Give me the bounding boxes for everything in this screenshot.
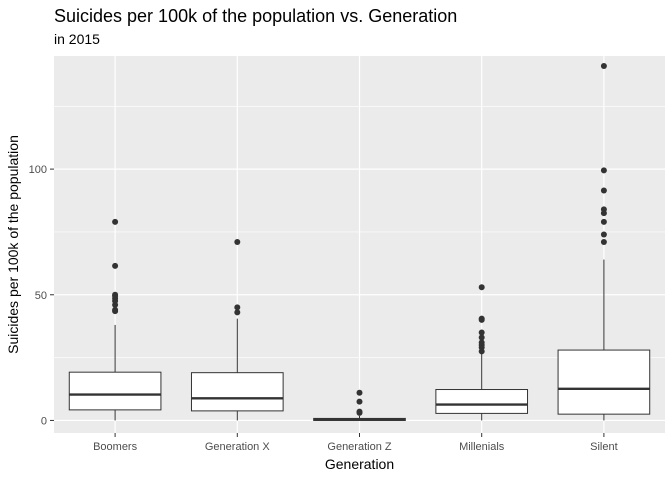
y-tick-label: 50 [35,290,47,302]
x-tick-label: Generation X [205,441,270,453]
outlier-point [112,218,119,225]
outlier-point [234,238,241,245]
box [68,371,162,411]
outlier-point [356,389,363,396]
outlier-point [600,231,607,238]
x-axis: Boomers Generation X Generation Z Millenial… [93,433,618,453]
chart-title: Suicides per 100k of the population vs. … [54,6,457,26]
box-group-generation-z [313,389,406,421]
outlier-point [600,63,607,70]
outlier-point [356,398,363,405]
y-axis: 0 50 100 [29,164,54,427]
outlier-point [478,334,485,341]
outlier-point [600,218,607,225]
x-tick-label: Boomers [93,441,138,453]
box-group-generation-x [190,238,284,421]
box-marks [68,63,651,421]
outlier-point [478,339,485,346]
outlier-point [234,309,241,316]
y-axis-title: Suicides per 100k of the population [5,135,21,354]
box [557,349,651,415]
box [190,372,284,412]
outlier-point [478,315,485,322]
outlier-point [600,206,607,213]
y-tick-label: 100 [29,164,47,176]
outlier-point [478,284,485,291]
outlier-point [234,304,241,311]
x-tick-label: Millenials [459,441,505,453]
outlier-point [478,329,485,336]
outlier-point [112,262,119,269]
chart-subtitle: in 2015 [54,31,100,47]
outlier-point [600,167,607,174]
outlier-point [112,306,119,313]
box-group-millenials [435,284,529,421]
y-tick-label: 0 [41,415,47,427]
outlier-point [600,187,607,194]
box-group-silent [557,63,651,421]
outlier-point [600,238,607,245]
box-group-boomers [68,218,162,421]
outlier-point [112,291,119,298]
x-axis-title: Generation [325,456,394,472]
x-tick-label: Silent [590,441,618,453]
outlier-point [356,408,363,415]
x-tick-label: Generation Z [327,441,391,453]
box [435,389,529,414]
